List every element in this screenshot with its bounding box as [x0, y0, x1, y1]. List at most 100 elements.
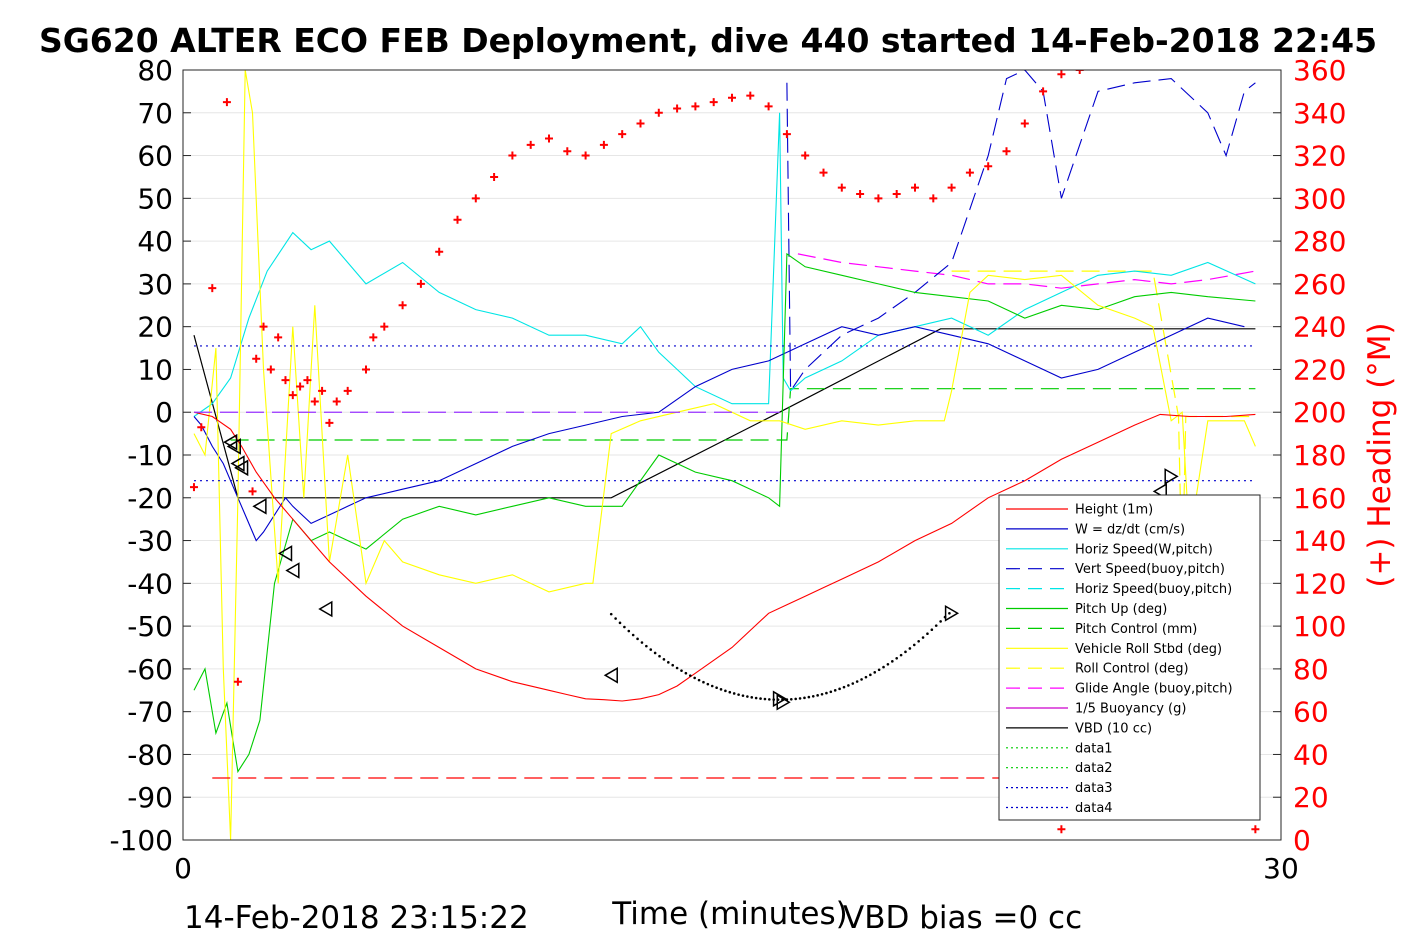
height-sample-dot — [627, 629, 631, 633]
heading-marker — [874, 194, 883, 203]
x-tick-label: 0 — [174, 852, 192, 885]
heading-marker — [673, 104, 682, 113]
height-sample-dot — [728, 690, 732, 694]
y-tick-label: 60 — [137, 140, 173, 173]
y2-tick-label: 200 — [1293, 396, 1346, 429]
heading-marker — [197, 423, 206, 432]
y2-tick-label: 80 — [1293, 653, 1329, 686]
height-sample-dot — [833, 689, 837, 692]
heading-marker — [636, 119, 645, 128]
height-sample-dot — [614, 617, 617, 620]
height-sample-dot — [803, 696, 806, 700]
height-sample-dot — [732, 692, 736, 695]
height-sample-dot — [904, 650, 907, 654]
height-sample-dot — [675, 666, 679, 670]
height-sample-dot — [684, 671, 688, 675]
height-sample-dot — [618, 621, 622, 625]
y2-tick-label: 340 — [1293, 97, 1346, 130]
y-tick-label: 30 — [137, 268, 173, 301]
y-tick-label: 50 — [137, 182, 173, 215]
heading-marker — [581, 151, 590, 160]
height-sample-dot — [873, 671, 877, 674]
y-tick-label: -60 — [127, 653, 173, 686]
heading-marker — [746, 91, 755, 100]
heading-marker — [369, 333, 378, 342]
heading-marker — [947, 183, 956, 192]
height-sample-dot — [623, 625, 626, 629]
height-sample-dot — [759, 697, 762, 700]
heading-marker — [984, 162, 993, 171]
heading-marker — [310, 397, 319, 406]
legend-label: Height (1m) — [1075, 503, 1153, 518]
series-vehicle-roll — [193, 70, 1256, 840]
heading-marker — [453, 215, 462, 224]
height-sample-dot — [719, 688, 723, 691]
heading-marker — [782, 130, 791, 139]
series-glide-angle — [797, 253, 1256, 289]
heading-marker — [259, 322, 268, 331]
y2-tick-label: 140 — [1293, 525, 1346, 558]
height-sample-dot — [829, 690, 833, 694]
height-sample-dot — [631, 633, 635, 637]
heading-marker — [288, 391, 297, 400]
height-sample-dot — [609, 612, 613, 616]
heading-marker — [965, 168, 974, 177]
triangle-marker — [252, 498, 267, 515]
height-sample-dot — [917, 640, 920, 643]
heading-marker — [318, 386, 327, 395]
heading-marker — [222, 98, 231, 107]
heading-marker — [1075, 70, 1084, 74]
legend-label: Roll Control (deg) — [1075, 662, 1189, 677]
heading-marker — [274, 333, 283, 342]
heading-marker — [1020, 119, 1029, 128]
height-sample-dot — [702, 680, 705, 684]
y-axis-right-label: (+) Heading (°M) — [1362, 322, 1398, 587]
height-sample-dot — [750, 696, 754, 699]
heading-marker — [303, 376, 312, 385]
height-sample-dot — [746, 695, 749, 698]
y2-tick-label: 260 — [1293, 268, 1346, 301]
heading-marker — [1057, 825, 1066, 834]
y2-tick-label: 20 — [1293, 781, 1329, 814]
y2-tick-label: 120 — [1293, 567, 1346, 600]
y2-tick-label: 240 — [1293, 311, 1346, 344]
legend-label: Horiz Speed(W,pitch) — [1075, 542, 1213, 557]
height-sample-dot — [921, 636, 925, 639]
height-sample-dot — [658, 654, 661, 658]
y-tick-label: -20 — [127, 482, 173, 515]
legend: Height (1m) W = dz/dt (cm/s) Horiz Speed(W… — [998, 494, 1261, 821]
heading-marker — [1251, 825, 1260, 834]
y2-tick-label: 60 — [1293, 696, 1329, 729]
series-pitch-control — [230, 388, 1256, 441]
height-sample-dot — [794, 697, 797, 701]
triangle-marker — [285, 562, 300, 579]
y-axis-left: 80 70 60 50 40 30 20 10 0 -10 -20 -30 -40 -50 -60 -70 -8… — [109, 54, 191, 857]
height-sample-dot — [825, 691, 828, 695]
height-sample-dot — [697, 678, 701, 682]
height-sample-dot — [776, 698, 780, 701]
y2-tick-label: 360 — [1293, 54, 1346, 87]
height-sample-dot — [636, 637, 639, 641]
heading-marker — [416, 279, 425, 288]
heading-marker — [654, 108, 663, 117]
triangle-marker — [234, 459, 249, 477]
heading-marker — [618, 130, 627, 139]
height-sample-dot — [847, 684, 850, 687]
heading-marker — [526, 140, 535, 149]
height-sample-dot — [869, 673, 872, 677]
y2-tick-label: 180 — [1293, 439, 1346, 472]
y2-tick-label: 160 — [1293, 482, 1346, 515]
x-axis-label: Time (minutes) — [611, 896, 847, 932]
heading-marker — [252, 354, 261, 363]
height-sample-dot — [934, 624, 938, 627]
height-sample-dot — [680, 669, 683, 672]
height-sample-dot — [860, 678, 863, 681]
legend-label: 1/5 Buoyancy (g) — [1075, 702, 1186, 717]
height-sample-dot — [772, 698, 776, 701]
heading-marker — [296, 382, 305, 391]
height-sample-dot — [662, 658, 666, 661]
height-sample-dot — [763, 697, 767, 701]
triangle-marker — [944, 604, 960, 622]
legend-label: Glide Angle (buoy,pitch) — [1075, 682, 1233, 697]
y-tick-label: 10 — [137, 353, 173, 386]
